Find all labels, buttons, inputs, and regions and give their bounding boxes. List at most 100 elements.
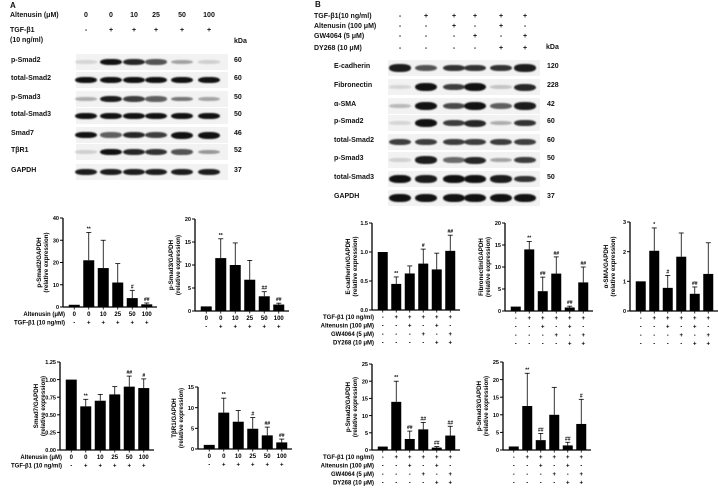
blot-band [389, 175, 411, 183]
x-condition-value: + [539, 455, 543, 461]
x-condition-value: + [448, 481, 452, 487]
blot-label: p-Smad3 [334, 155, 364, 162]
condition-label: Altenusin (μM) [10, 12, 59, 19]
y-tick-label: 1 [623, 280, 626, 286]
x-condition-value: 0 [219, 316, 223, 322]
x-condition-value: - [449, 464, 451, 470]
kda-value: 37 [547, 193, 555, 200]
significance-mark: ** [525, 367, 529, 373]
y-tick-label: 10 [53, 283, 59, 289]
blot-band [415, 156, 437, 164]
condition-value: + [522, 45, 528, 52]
significance-mark: ## [407, 425, 413, 431]
blot-band [514, 64, 536, 72]
y-tick-label: 1.5 [360, 221, 368, 227]
x-condition-value: 50 [129, 312, 136, 318]
kda-value: 228 [547, 82, 559, 89]
y-tick-label: 0 [623, 309, 626, 315]
panel-b-kda-header: kDa [546, 44, 559, 51]
blot-band [415, 102, 437, 110]
y-tick-label: 0.0 [360, 308, 368, 314]
x-condition-value: + [525, 455, 529, 461]
significance-mark: ** [84, 393, 88, 399]
blot-band [198, 76, 220, 84]
blot-band [443, 157, 465, 163]
blot-band [123, 58, 145, 66]
significance-mark: ** [222, 392, 226, 398]
x-condition-value: + [251, 463, 255, 469]
blot-band [145, 132, 167, 138]
x-condition-value: 10 [97, 455, 104, 461]
x-condition-value: 0 [70, 455, 74, 461]
blot-band [514, 156, 536, 164]
blot-band [389, 121, 411, 125]
significance-mark: ** [394, 271, 398, 277]
bar [524, 249, 535, 311]
bar [445, 250, 456, 310]
x-condition-value: - [515, 316, 517, 322]
x-condition-value: 50 [126, 455, 133, 461]
x-condition-value: + [408, 455, 412, 461]
blot-band [198, 97, 220, 101]
blot-band [464, 194, 486, 202]
bar [508, 446, 519, 450]
x-condition-value: + [236, 463, 240, 469]
blot-band [100, 76, 122, 84]
significance-mark: ## [580, 261, 586, 267]
x-condition-value: + [277, 325, 281, 331]
bar [126, 298, 138, 307]
condition-value: + [451, 23, 457, 30]
x-condition-label: Altenusin (μM) [20, 455, 62, 461]
condition-label: TGF-β1 [10, 27, 35, 34]
x-condition-value: - [409, 472, 411, 478]
blot-label: Fibronectin [334, 82, 373, 89]
x-condition-value: - [640, 316, 642, 322]
x-condition-label: Altenusin (100 μM) [321, 324, 374, 330]
x-condition-value: + [554, 316, 558, 322]
blot-band [389, 85, 411, 89]
x-condition-value: - [395, 472, 397, 478]
kda-value: 50 [234, 111, 242, 118]
x-condition-value: + [145, 321, 149, 327]
x-condition-value: - [208, 463, 210, 469]
x-condition-value: + [448, 315, 452, 321]
x-condition-value: + [435, 455, 439, 461]
condition-value: 100 [203, 12, 215, 19]
blot-band [100, 95, 122, 103]
blot-band [145, 168, 167, 176]
blot-band [171, 60, 193, 64]
blot-band [415, 119, 437, 127]
significance-mark: ## [144, 297, 150, 303]
bar [65, 379, 77, 450]
x-condition-value: + [581, 316, 585, 322]
y-tick-label: 10 [185, 263, 191, 269]
condition-value: 10 [130, 12, 138, 19]
x-condition-value: + [706, 342, 710, 348]
condition-value: + [472, 13, 478, 20]
significance-mark: ## [565, 436, 571, 442]
x-condition-value: + [248, 325, 252, 331]
x-condition-value: - [553, 464, 555, 470]
condition-value: - [398, 45, 402, 52]
y-tick-label: 0 [365, 448, 368, 454]
bar [578, 282, 589, 311]
bar [391, 283, 402, 310]
condition-value: 0 [109, 12, 113, 19]
bar [537, 291, 548, 311]
y-tick-label: 15 [495, 243, 501, 249]
y-axis-label: Fibronectin/GAPDH [478, 238, 485, 296]
y-tick-label: 5 [191, 427, 194, 433]
x-condition-value: + [566, 464, 570, 470]
x-condition-value: + [579, 481, 583, 487]
x-condition-label: Altenusin (100 μM) [321, 464, 374, 470]
bar [535, 440, 546, 450]
bar [445, 435, 456, 450]
x-condition-label: TGF-β1 (10 ng/ml) [11, 464, 62, 470]
bar [80, 406, 92, 450]
x-condition-value: - [205, 325, 207, 331]
bar [689, 293, 700, 311]
condition-value: - [499, 33, 503, 40]
x-condition-value: - [70, 464, 72, 470]
y-axis-label-2: (relative expression) [40, 376, 47, 436]
condition-value: + [108, 27, 114, 34]
